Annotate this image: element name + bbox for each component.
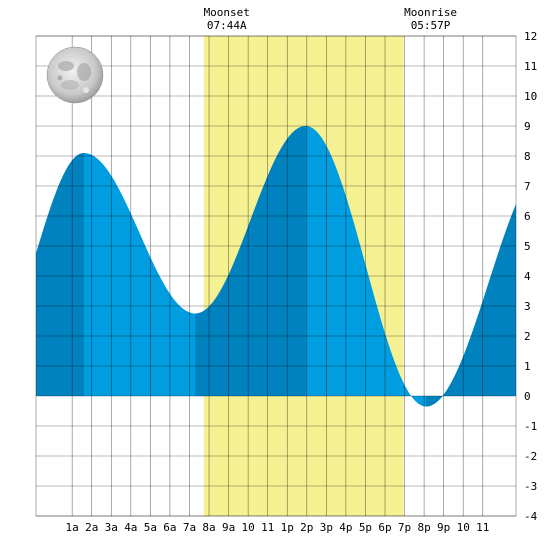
y-tick-label: 2 (524, 330, 531, 343)
x-tick-label: 5p (359, 521, 372, 534)
x-tick-label: 1p (281, 521, 294, 534)
moonset-time: 07:44A (207, 19, 247, 32)
x-tick-label: 9a (222, 521, 235, 534)
x-tick-label: 11 (261, 521, 274, 534)
y-tick-label: -3 (524, 480, 537, 493)
y-tick-label: -2 (524, 450, 537, 463)
x-tick-label: 7p (398, 521, 411, 534)
moonrise-time: 05:57P (411, 19, 451, 32)
y-tick-label: 0 (524, 390, 531, 403)
moonset-label: Moonset (204, 6, 250, 19)
y-tick-label: 3 (524, 300, 531, 313)
y-tick-label: 6 (524, 210, 531, 223)
full-moon-icon (46, 46, 104, 104)
plot-border (35, 35, 517, 517)
x-tick-label: 11 (476, 521, 489, 534)
grid (35, 35, 517, 517)
y-tick-label: 11 (524, 60, 537, 73)
y-tick-label: 1 (524, 360, 531, 373)
y-tick-label: 5 (524, 240, 531, 253)
moonrise-label: Moonrise (404, 6, 457, 19)
x-axis-labels: 1a 2a 3a 4a 5a 6a 7a 8a 9a 10 11 1p 2p 3p 4p 5p 6p 7p 8p 9p… (66, 521, 490, 534)
y-tick-label: 7 (524, 180, 531, 193)
y-tick-label: 4 (524, 270, 531, 283)
x-tick-label: 10 (457, 521, 470, 534)
x-tick-label: 3a (105, 521, 118, 534)
x-tick-label: 5a (144, 521, 157, 534)
x-tick-label: 4a (124, 521, 137, 534)
x-tick-label: 2p (300, 521, 313, 534)
x-tick-label: 8a (202, 521, 215, 534)
x-tick-label: 6p (378, 521, 391, 534)
y-tick-label: 10 (524, 90, 537, 103)
y-tick-label: 8 (524, 150, 531, 163)
x-tick-label: 4p (339, 521, 352, 534)
y-tick-label: 9 (524, 120, 531, 133)
x-tick-label: 7a (183, 521, 196, 534)
y-tick-label: -4 (524, 510, 538, 523)
x-tick-label: 10 (242, 521, 255, 534)
y-tick-label: -1 (524, 420, 537, 433)
x-tick-label: 1a (66, 521, 79, 534)
x-tick-label: 6a (163, 521, 176, 534)
x-tick-label: 9p (437, 521, 450, 534)
x-tick-label: 2a (85, 521, 98, 534)
x-tick-label: 8p (417, 521, 430, 534)
y-tick-label: 12 (524, 30, 537, 43)
x-tick-label: 3p (320, 521, 333, 534)
